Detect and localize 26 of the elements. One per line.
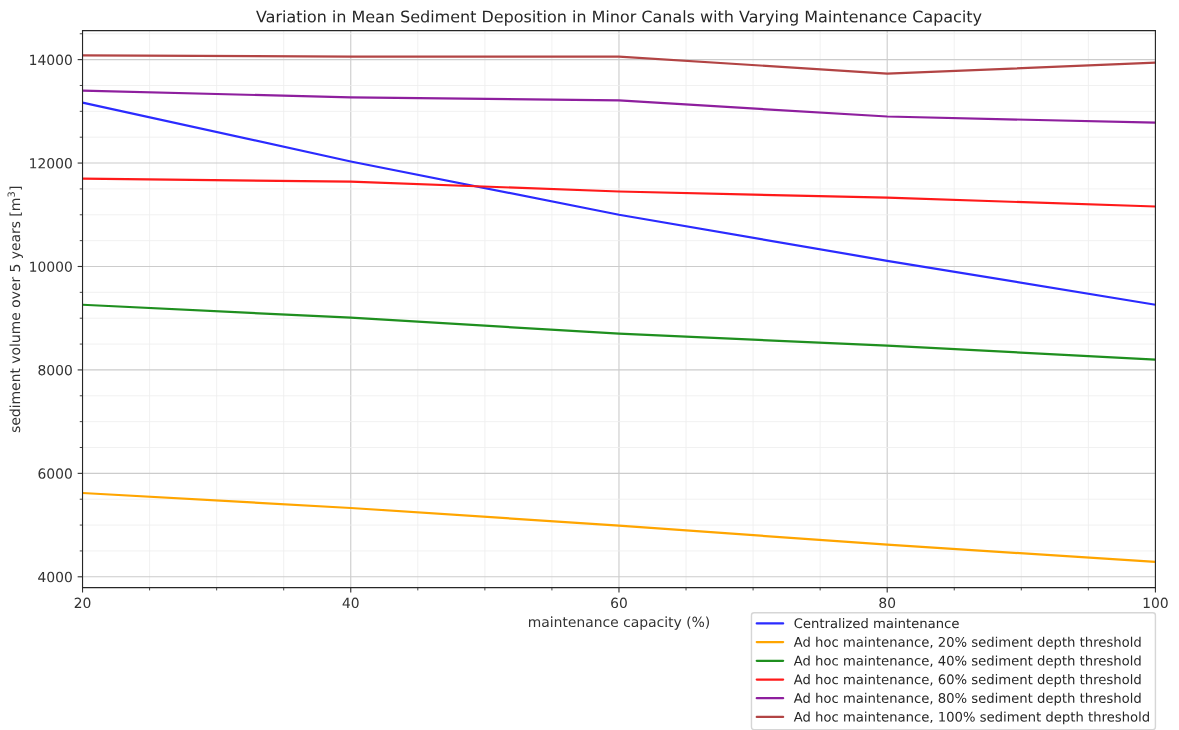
y-tick-label: 12000 xyxy=(30,158,72,169)
legend-label: Ad hoc maintenance, 100% sediment depth threshold xyxy=(793,711,1149,725)
x-tick-label: 20 xyxy=(74,597,91,609)
x-tick-label: 60 xyxy=(611,597,627,609)
line-series xyxy=(82,101,1156,306)
y-tick-label: 14000 xyxy=(30,54,72,66)
y-tick-label: 10000 xyxy=(30,261,72,272)
legend-label: Ad hoc maintenance, 60% sediment depth threshold xyxy=(793,674,1141,687)
x-tick-label: 40 xyxy=(342,597,359,609)
x-axis-title: maintenance capacity (%) xyxy=(528,616,710,630)
line-series xyxy=(82,303,1156,361)
legend-label: Ad hoc maintenance, 80% sediment depth threshold xyxy=(793,692,1141,706)
y-axis-title: sediment volume over 5 years [m$^{3}$] xyxy=(7,186,23,433)
legend-label: Ad hoc maintenance, 20% sediment depth threshold xyxy=(793,636,1141,650)
line-series xyxy=(82,54,1156,75)
legend-label: Centralized maintenance xyxy=(794,617,959,629)
line-series xyxy=(82,89,1156,124)
y-tick-label: 8000 xyxy=(38,364,72,376)
x-tick-label: 100 xyxy=(1143,597,1168,609)
chart-title: Variation in Mean Sediment Deposition in Minor Canals with Varying Maintenance Capacity xyxy=(256,10,982,26)
line-series xyxy=(82,177,1156,208)
x-tick-label: 80 xyxy=(879,597,896,609)
line-series xyxy=(82,491,1156,563)
legend-label: Ad hoc maintenance, 40% sediment depth threshold xyxy=(793,655,1141,669)
y-tick-label: 6000 xyxy=(38,468,72,479)
y-tick-label: 4000 xyxy=(38,571,72,583)
